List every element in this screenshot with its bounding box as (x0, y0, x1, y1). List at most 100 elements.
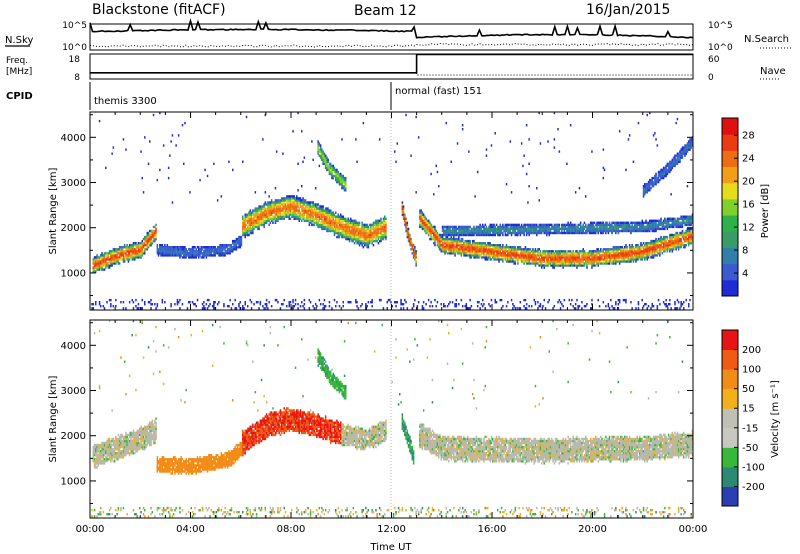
heatmap-cell (549, 258, 552, 261)
heatmap-cell (280, 217, 283, 220)
heatmap-cell (513, 250, 515, 253)
heatmap-cell (631, 225, 633, 229)
heatmap-cell (332, 164, 334, 168)
heatmap-cell (528, 248, 530, 251)
heatmap-cell (155, 237, 157, 241)
heatmap-cell (636, 254, 638, 257)
heatmap-cell (646, 258, 648, 261)
heatmap-cell (497, 246, 499, 249)
heatmap-cell (278, 207, 280, 210)
heatmap-cell (603, 258, 606, 261)
heatmap-cell (350, 229, 352, 233)
heatmap-cell (288, 215, 290, 218)
heatmap-cell (323, 307, 326, 310)
heatmap-cell (252, 209, 254, 212)
heatmap-cell (533, 298, 535, 302)
heatmap-cell (189, 191, 191, 194)
heatmap-cell (579, 221, 582, 224)
heatmap-cell (522, 258, 524, 261)
heatmap-cell (520, 223, 523, 227)
heatmap-cell (287, 197, 289, 200)
heatmap-cell (591, 298, 593, 302)
nave-tick-bottom: 0 (708, 73, 714, 83)
heatmap-cell (451, 252, 454, 255)
heatmap-cell (504, 256, 507, 259)
heatmap-cell (170, 246, 172, 249)
heatmap-cell (135, 244, 137, 247)
heatmap-cell (489, 233, 491, 237)
heatmap-cell (514, 258, 517, 261)
heatmap-cell (355, 219, 357, 222)
heatmap-cell (646, 256, 648, 259)
nsky-tick-top: 10^5 (62, 21, 87, 31)
heatmap-cell (635, 225, 637, 229)
heatmap-cell (324, 209, 327, 212)
heatmap-cell (568, 262, 571, 265)
heatmap-cell (450, 229, 452, 233)
heatmap-cell (636, 252, 638, 255)
heatmap-cell (367, 246, 370, 249)
heatmap-cell (544, 252, 547, 255)
heatmap-cell (502, 252, 504, 255)
heatmap-cell (596, 223, 598, 227)
heatmap-cell (655, 250, 657, 253)
heatmap-cell (382, 231, 385, 235)
heatmap-cell (242, 231, 244, 235)
heatmap-cell (307, 217, 309, 220)
heatmap-cell (519, 248, 522, 251)
heatmap-cell (257, 221, 259, 224)
heatmap-cell (538, 231, 540, 235)
heatmap-cell (605, 305, 607, 308)
heatmap-cell (617, 227, 620, 231)
heatmap-cell (478, 301, 480, 304)
heatmap-cell (194, 256, 196, 259)
heatmap-cell (554, 260, 557, 263)
heatmap-cell (321, 150, 323, 153)
heatmap-cell (605, 256, 607, 259)
heatmap-cell (613, 258, 616, 261)
heatmap-cell (352, 231, 355, 235)
heatmap-cell (249, 221, 251, 224)
heatmap-cell (183, 246, 185, 249)
heatmap-cell (402, 211, 405, 214)
heatmap-cell (385, 229, 387, 233)
heatmap-cell (485, 258, 488, 261)
heatmap-cell (193, 256, 195, 259)
heatmap-cell (190, 250, 192, 253)
nave-tick-top: 60 (708, 55, 720, 65)
heatmap-cell (268, 201, 270, 204)
heatmap-cell (346, 229, 348, 233)
heatmap-cell (378, 235, 381, 239)
heatmap-cell (572, 264, 574, 267)
heatmap-cell (618, 223, 621, 227)
heatmap-cell (539, 254, 542, 257)
heatmap-cell (328, 164, 331, 168)
heatmap-cell (509, 248, 512, 251)
heatmap-cell (234, 239, 236, 243)
heatmap-cell (382, 237, 385, 241)
heatmap-cell (131, 244, 133, 247)
heatmap-cell (568, 258, 571, 261)
heatmap-cell (618, 246, 621, 249)
heatmap-cell (567, 227, 569, 231)
heatmap-cell (353, 233, 356, 237)
heatmap-cell (347, 229, 349, 233)
heatmap-cell (621, 252, 623, 255)
heatmap-cell (367, 242, 370, 245)
heatmap-cell (372, 237, 375, 241)
heatmap-cell (563, 298, 566, 302)
heatmap-cell (647, 185, 650, 188)
heatmap-cell (637, 227, 640, 231)
heatmap-cell (142, 246, 145, 249)
heatmap-cell (328, 170, 331, 174)
heatmap-cell (304, 199, 307, 202)
heatmap-cell (110, 256, 112, 259)
heatmap-cell (249, 298, 251, 302)
heatmap-cell (536, 231, 538, 235)
heatmap-cell (517, 231, 519, 235)
heatmap-cell (298, 199, 300, 202)
heatmap-cell (631, 256, 633, 259)
heatmap-cell (425, 303, 427, 306)
heatmap-cell (356, 221, 358, 224)
heatmap-cell (571, 258, 573, 261)
